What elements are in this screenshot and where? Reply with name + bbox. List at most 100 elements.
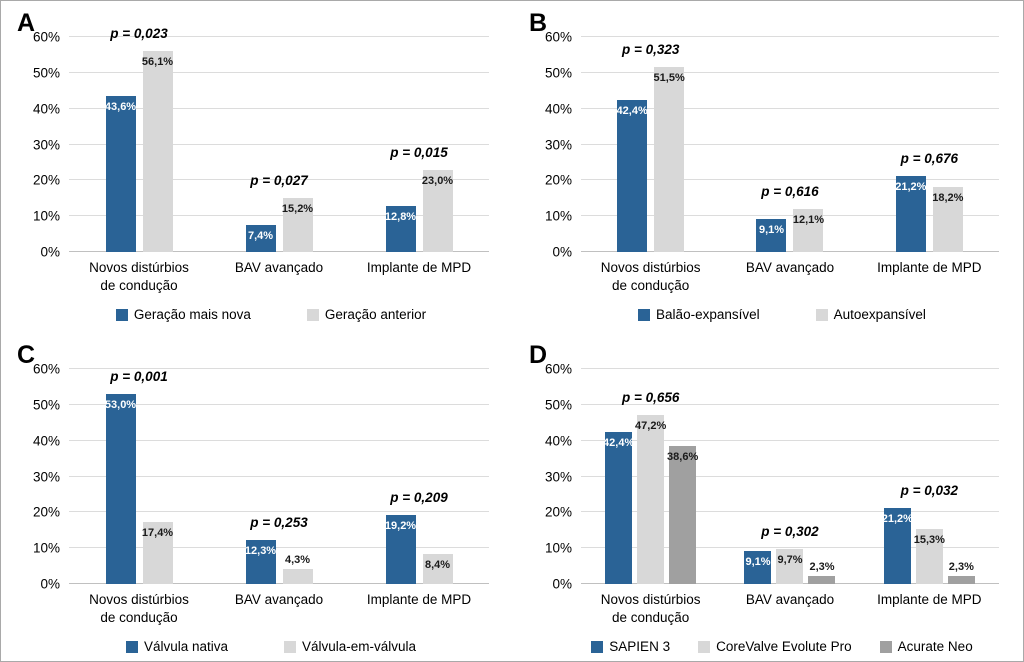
bar-value-label: 8,4% — [424, 558, 451, 571]
bars: 9,1% 9,7% 2,3% — [720, 369, 859, 584]
plot-area: p = 0,001 53,0% 17,4% p = 0,253 12,3% 4,3% p =… — [69, 368, 489, 584]
legend-series-label: Balão-expansível — [656, 307, 760, 323]
bar-group-3: p = 0,032 21,2% 15,3% 2,3% — [860, 369, 999, 584]
legend-swatch — [591, 640, 604, 653]
bars: 9,1% 12,1% — [720, 37, 859, 252]
panel-D: D 60% 50% 40% 30% 20% 10% 0% p = 0,656 42,4% 47,2%… — [513, 333, 1023, 661]
bar-value-label: 4,3% — [284, 553, 311, 566]
legend: Balão-expansível Autoexpansível — [565, 307, 999, 322]
legend-series-label: Acurate Neo — [897, 639, 973, 655]
gridline — [69, 179, 489, 181]
gridline — [581, 511, 999, 513]
panel-letter: C — [17, 341, 36, 369]
bar-value-label: 9,1% — [758, 224, 785, 237]
bar: 9,1% — [756, 219, 787, 252]
legend-series-label: CoreValve Evolute Pro — [716, 639, 852, 655]
bar-group-3: p = 0,209 19,2% 8,4% — [349, 369, 489, 584]
bar-group-3: p = 0,015 12,8% 23,0% — [349, 37, 489, 252]
bar-group-1: p = 0,001 53,0% 17,4% — [69, 369, 209, 584]
chart-area: 60% 50% 40% 30% 20% 10% 0% p = 0,023 43,6% 56,1% p… — [17, 26, 489, 260]
legend-swatch — [638, 308, 651, 321]
bar-value-label: 12,3% — [244, 544, 277, 557]
y-tick-label: 50% — [544, 65, 572, 81]
gridline — [581, 36, 999, 37]
legend: SAPIEN 3 CoreValve Evolute Pro Acurate Neo — [565, 639, 999, 654]
y-tick-label: 20% — [32, 504, 60, 520]
bars: 19,2% 8,4% — [349, 369, 489, 584]
bar-groups: p = 0,656 42,4% 47,2% 38,6% p = 0,302 9,1% 9,7… — [581, 369, 999, 584]
bar-value-label: 43,6% — [104, 100, 137, 113]
legend-series-label: SAPIEN 3 — [609, 639, 671, 655]
category-label: BAV avançado — [745, 592, 835, 607]
bar: 42,4% — [603, 432, 635, 584]
gridline — [581, 403, 999, 405]
bar-group-1: p = 0,323 42,4% 51,5% — [581, 37, 720, 252]
chart-area: 60% 50% 40% 30% 20% 10% 0% p = 0,656 42,4% 47,2% 3… — [529, 362, 999, 592]
bar-value-label: 12,1% — [792, 213, 825, 226]
bars: 43,6% 56,1% — [69, 37, 209, 252]
bars: 12,8% 23,0% — [349, 37, 489, 252]
bar: 21,2% — [895, 176, 926, 252]
gridline — [69, 215, 489, 217]
y-tick-label: 20% — [544, 172, 572, 188]
y-tick-label: 60% — [544, 29, 572, 45]
bars: 42,4% 51,5% — [581, 37, 720, 252]
bars: 21,2% 18,2% — [860, 37, 999, 252]
bar-value-label: 51,5% — [653, 72, 685, 85]
bar: 17,4% — [141, 521, 174, 584]
legend-series-label: Geração anterior — [324, 307, 427, 323]
bar-value-label: 17,4% — [141, 526, 174, 539]
gridline — [69, 547, 489, 549]
legend-swatch — [698, 640, 711, 653]
p-value-label: p = 0,253 — [250, 514, 308, 530]
bar-value-label: 23,0% — [421, 174, 454, 187]
bar-value-label: 9,7% — [777, 554, 803, 567]
y-tick-label: 0% — [40, 244, 60, 260]
bar-groups: p = 0,001 53,0% 17,4% p = 0,253 12,3% 4,3% p =… — [69, 369, 489, 584]
chart-area: 60% 50% 40% 30% 20% 10% 0% p = 0,323 42,4% 51,5% p… — [529, 30, 999, 260]
bar: 23,0% — [421, 169, 454, 252]
p-value-label: p = 0,616 — [761, 183, 819, 199]
gridline — [581, 368, 999, 369]
y-tick-label: 30% — [544, 137, 572, 152]
bar: 21,2% — [882, 508, 913, 584]
y-tick-label: 60% — [32, 29, 60, 45]
panel-B: B 60% 50% 40% 30% 20% 10% 0% p = 0,323 42,4% 51,5%… — [513, 1, 1023, 333]
gridline — [581, 439, 999, 441]
panel-C: C 60% 50% 40% 30% 20% 10% 0% p = 0,001 53,0% 17,4%… — [1, 333, 513, 661]
gridline — [581, 215, 999, 217]
bar: 18,2% — [932, 186, 963, 252]
bar-group-2: p = 0,027 7,4% 15,2% — [209, 37, 349, 252]
category-label: Implante de MPD — [366, 260, 472, 275]
gridline — [69, 475, 489, 477]
category-label: Novos distúrbios de condução — [89, 592, 189, 625]
legend-item: Balão-expansível — [638, 307, 760, 322]
legend-swatch — [815, 308, 828, 321]
bars: 12,3% 4,3% — [209, 369, 349, 584]
bar: 43,6% — [104, 95, 137, 252]
bar: 15,2% — [281, 197, 314, 252]
y-tick-label: 20% — [32, 172, 60, 188]
y-tick-label: 20% — [544, 504, 572, 520]
y-tick-label: 0% — [552, 244, 572, 260]
p-value-label: p = 0,015 — [390, 144, 448, 160]
y-axis: 60% 50% 40% 30% 20% 10% 0% — [529, 362, 581, 592]
bar-group-1: p = 0,023 43,6% 56,1% — [69, 26, 209, 252]
gridline — [69, 36, 489, 37]
bar: 4,3% — [282, 554, 313, 584]
y-tick-label: 0% — [40, 576, 60, 592]
legend-swatch — [879, 640, 892, 653]
legend-series-label: Válvula nativa — [143, 639, 228, 655]
bar: 42,4% — [617, 100, 648, 252]
bar-group-1: p = 0,656 42,4% 47,2% 38,6% — [581, 369, 720, 584]
panel-letter: B — [529, 9, 548, 37]
category-label: Implante de MPD — [877, 592, 982, 607]
bar: 56,1% — [142, 50, 173, 252]
y-tick-label: 0% — [552, 576, 572, 592]
bar-value-label: 42,4% — [603, 437, 635, 450]
y-tick-label: 10% — [544, 540, 572, 556]
bar-value-label: 15,2% — [281, 202, 314, 215]
bar: 9,7% — [776, 549, 804, 584]
category-label: Novos distúrbios de condução — [600, 260, 701, 293]
plot-area: p = 0,323 42,4% 51,5% p = 0,616 9,1% 12,1% p =… — [581, 36, 999, 252]
